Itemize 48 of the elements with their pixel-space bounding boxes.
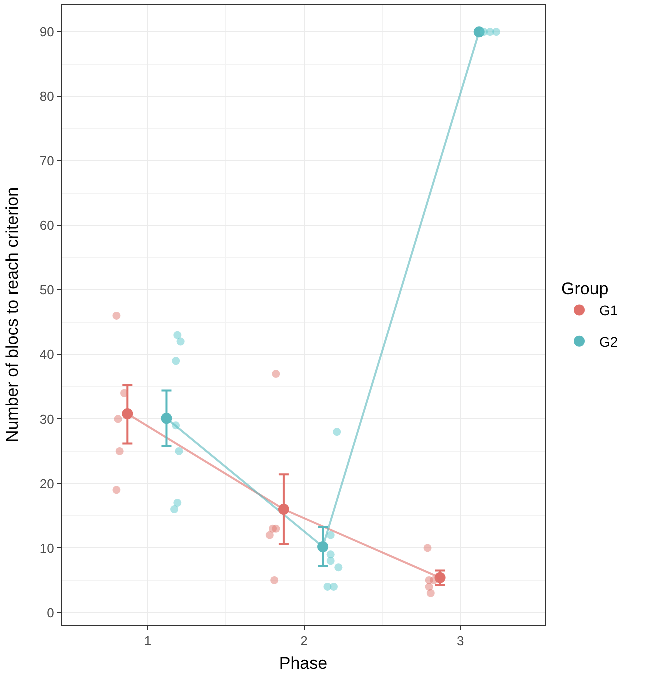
x-tick-label: 3 bbox=[456, 634, 464, 649]
y-tick-label: 40 bbox=[40, 347, 54, 362]
point bbox=[334, 564, 343, 572]
point bbox=[278, 504, 290, 516]
point bbox=[161, 413, 172, 424]
y-tick-label: 20 bbox=[40, 476, 54, 492]
y-tick-label: 60 bbox=[40, 218, 54, 234]
point bbox=[114, 415, 122, 424]
point bbox=[174, 499, 182, 508]
point bbox=[112, 486, 121, 494]
point bbox=[474, 26, 485, 38]
point bbox=[172, 357, 180, 366]
y-tick-label: 90 bbox=[40, 24, 54, 40]
point bbox=[112, 312, 121, 320]
point bbox=[266, 531, 274, 540]
point bbox=[272, 370, 280, 378]
x-axis-title: Phase bbox=[279, 654, 328, 673]
x-tick-label: 2 bbox=[300, 634, 308, 649]
y-tick-label: 10 bbox=[40, 540, 54, 556]
point bbox=[174, 331, 182, 340]
point bbox=[426, 589, 435, 598]
point bbox=[424, 544, 432, 552]
point bbox=[172, 422, 180, 430]
point bbox=[330, 582, 338, 591]
legend-label: G1 bbox=[599, 302, 618, 319]
point bbox=[272, 524, 280, 533]
point bbox=[176, 338, 185, 346]
point bbox=[116, 447, 124, 456]
y-tick-label: 0 bbox=[47, 605, 54, 620]
point bbox=[430, 576, 438, 584]
point bbox=[318, 541, 329, 552]
point bbox=[170, 506, 179, 514]
y-tick-label: 80 bbox=[40, 89, 54, 104]
x-tick-label: 1 bbox=[144, 634, 152, 649]
y-tick-label: 30 bbox=[40, 412, 54, 427]
y-tick-label: 70 bbox=[40, 154, 54, 169]
point bbox=[122, 408, 134, 420]
legend-title: Group bbox=[561, 280, 609, 299]
y-tick-label: 50 bbox=[40, 282, 54, 298]
legend-label: G2 bbox=[599, 334, 618, 350]
point bbox=[425, 582, 434, 591]
point bbox=[326, 531, 335, 540]
y-axis-title: Number of blocs to reach criterion bbox=[3, 187, 22, 443]
point bbox=[175, 447, 184, 456]
point bbox=[492, 28, 501, 36]
point bbox=[333, 428, 342, 436]
point bbox=[270, 576, 279, 584]
point bbox=[326, 557, 335, 566]
